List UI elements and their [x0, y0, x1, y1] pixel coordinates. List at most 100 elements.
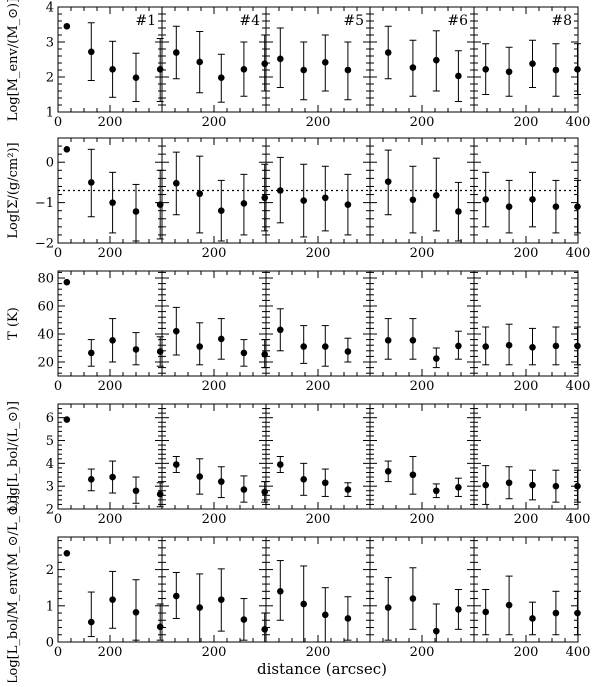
data-point: [529, 615, 536, 622]
data-point: [132, 74, 140, 81]
data-point: [409, 64, 417, 71]
data-point: [552, 342, 560, 350]
y-tick-label: 1: [46, 599, 54, 614]
y-tick-label: −2: [35, 237, 54, 252]
panel-sigma-1: 0 200: [54, 137, 164, 261]
data-point: [196, 604, 203, 611]
x-tick-label: 0: [54, 645, 62, 660]
x-tick-label: 0: [54, 512, 62, 527]
x-tick-label: 200: [306, 379, 331, 394]
data-point: [552, 482, 560, 490]
panel-temp-2: 200: [161, 270, 269, 394]
x-tick-label: 200: [514, 379, 539, 394]
y-axis-label-menv: Log[M_env/(M_⊙)]: [6, 0, 21, 121]
data-point: [109, 473, 116, 481]
data-point: [63, 146, 71, 153]
data-point: [529, 60, 536, 67]
x-tick-label: 200: [306, 645, 331, 660]
y-tick-label: 6: [46, 411, 54, 426]
x-tick-label: 200: [410, 115, 435, 130]
data-point: [321, 59, 329, 66]
data-point: [409, 471, 417, 479]
data-point: [87, 476, 95, 483]
data-point: [240, 349, 248, 357]
data-point: [505, 479, 513, 487]
x-tick-label: 400: [566, 115, 591, 130]
y-axis-label-ratio: Log[L_bol/M_env(M_⊙/L_⊙)]: [6, 495, 21, 682]
panel-tag: #5: [343, 13, 364, 29]
data-point: [433, 487, 440, 495]
data-point: [552, 203, 560, 210]
panel-temp-5: 200 400: [473, 270, 590, 394]
y-tick-label: 20: [37, 356, 54, 371]
x-tick-label: 200: [202, 246, 227, 261]
data-point: [574, 609, 581, 617]
data-point: [87, 618, 95, 626]
y-axis-label-temp: T (K): [6, 307, 21, 340]
x-tick-label: 0: [54, 379, 62, 394]
data-point: [217, 335, 225, 343]
data-point: [217, 596, 225, 603]
panel-tag: #6: [447, 13, 468, 29]
panel-sigma-3: 200: [265, 137, 371, 261]
panel-menv-1: #1 0 200: [54, 6, 164, 130]
y-axis-label-sigma: Log[Σ/(g/cm²)]: [6, 142, 21, 238]
y-tick-label: 3: [46, 480, 54, 495]
x-tick-label: 200: [410, 645, 435, 660]
data-point: [132, 346, 140, 353]
data-point: [300, 197, 308, 204]
panel-temp-4: 200: [369, 270, 475, 394]
data-point: [384, 468, 392, 475]
data-point: [321, 343, 329, 350]
data-point: [433, 627, 440, 635]
panel-tag: #1: [135, 13, 156, 29]
data-point: [217, 478, 225, 485]
data-point: [482, 608, 490, 616]
data-point: [277, 588, 284, 595]
data-point: [132, 208, 140, 215]
data-point: [455, 342, 462, 350]
x-tick-label: 200: [410, 379, 435, 394]
data-point: [384, 49, 392, 56]
data-point: [109, 337, 116, 344]
data-point: [173, 592, 180, 600]
data-point: [344, 486, 352, 493]
data-point: [482, 196, 490, 203]
data-point: [433, 56, 440, 64]
data-point: [196, 343, 203, 350]
x-tick-label: 400: [566, 512, 591, 527]
x-tick-label: 200: [98, 512, 123, 527]
data-point: [132, 609, 140, 616]
data-point: [63, 22, 71, 30]
x-tick-label: 400: [566, 246, 591, 261]
data-point: [433, 192, 440, 199]
data-point: [261, 488, 269, 496]
panel-sigma-2: 200: [161, 137, 269, 261]
y-axis-label-lbol: Log[L_bol/(L_⊙)]: [6, 401, 21, 512]
x-tick-label: 200: [514, 246, 539, 261]
panel-ratio-1: 0 200: [54, 536, 164, 660]
panel-lbol-2: 200: [161, 403, 269, 527]
data-point: [344, 201, 352, 208]
data-point: [574, 482, 581, 490]
y-tick-label: 4: [46, 1, 54, 16]
x-tick-label: 200: [306, 512, 331, 527]
panel-lbol-1: 0 200: [54, 403, 164, 527]
y-tick-label: 4: [46, 457, 54, 472]
x-tick-label: 200: [98, 115, 123, 130]
x-tick-label: 200: [98, 246, 123, 261]
data-point: [173, 461, 180, 468]
y-tick-label: 2: [46, 563, 54, 578]
data-point: [552, 609, 560, 617]
data-point: [482, 66, 490, 73]
data-point: [217, 74, 225, 81]
data-point: [277, 326, 284, 334]
data-point: [455, 208, 462, 215]
data-point: [505, 203, 513, 210]
data-point: [344, 66, 352, 74]
x-axis-label: distance (arcsec): [257, 660, 387, 678]
panel-lbol-3: 200: [265, 403, 371, 527]
data-point: [529, 344, 536, 351]
panel-tag: #4: [239, 13, 260, 29]
